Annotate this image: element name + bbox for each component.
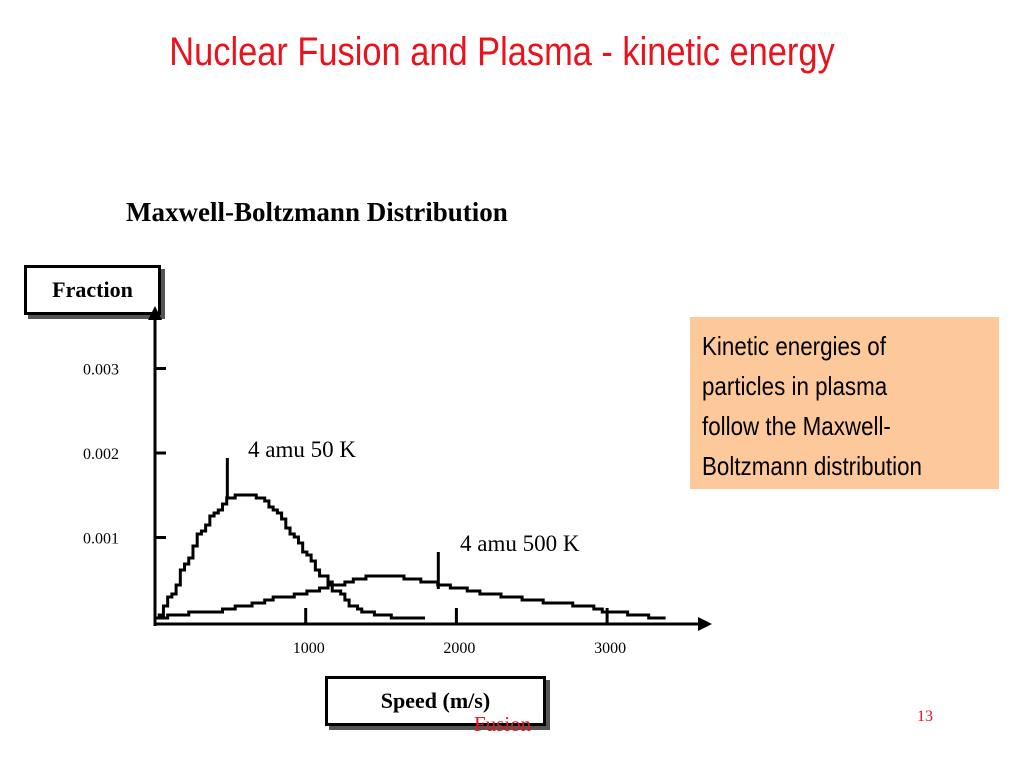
callout-line: particles in plasma [702, 371, 888, 401]
y-tick-label: 0.002 [83, 446, 119, 463]
x-axis-label-text: Speed (m/s) [380, 688, 491, 713]
callout-line: Boltzmann distribution [702, 451, 922, 481]
series-line [155, 574, 666, 620]
explanation-callout: Kinetic energies of particles in plasma … [690, 317, 999, 489]
series-label: 4 amu 50 K [248, 437, 356, 462]
chart-ticks: 0.001 0.002 0.003 1000 2000 3000 [83, 362, 626, 658]
y-tick-label: 0.003 [83, 362, 119, 379]
series-line [155, 493, 426, 620]
y-tick-label: 0.001 [83, 531, 119, 548]
chart-series [155, 493, 666, 620]
chart-labels: 4 amu 50 K 4 amu 500 K [225, 437, 580, 589]
y-axis-label: Fraction [24, 265, 161, 315]
callout-line: follow the Maxwell- [702, 411, 891, 441]
footer-text: Fusion [474, 712, 532, 736]
x-tick-label: 1000 [293, 640, 325, 657]
chart-title: Maxwell-Boltzmann Distribution [126, 197, 508, 227]
slide-title: Nuclear Fusion and Plasma - kinetic ener… [169, 30, 835, 74]
series-label: 4 amu 500 K [460, 531, 580, 556]
x-axis-label: Speed (m/s) [325, 676, 546, 726]
page-number: 13 [917, 708, 933, 725]
x-tick-label: 3000 [594, 640, 626, 657]
x-axis-arrow [698, 617, 712, 631]
callout-line: Kinetic energies of [702, 331, 886, 361]
y-axis-arrow [148, 306, 162, 320]
x-tick-label: 2000 [443, 640, 475, 657]
y-axis-label-text: Fraction [52, 277, 133, 302]
